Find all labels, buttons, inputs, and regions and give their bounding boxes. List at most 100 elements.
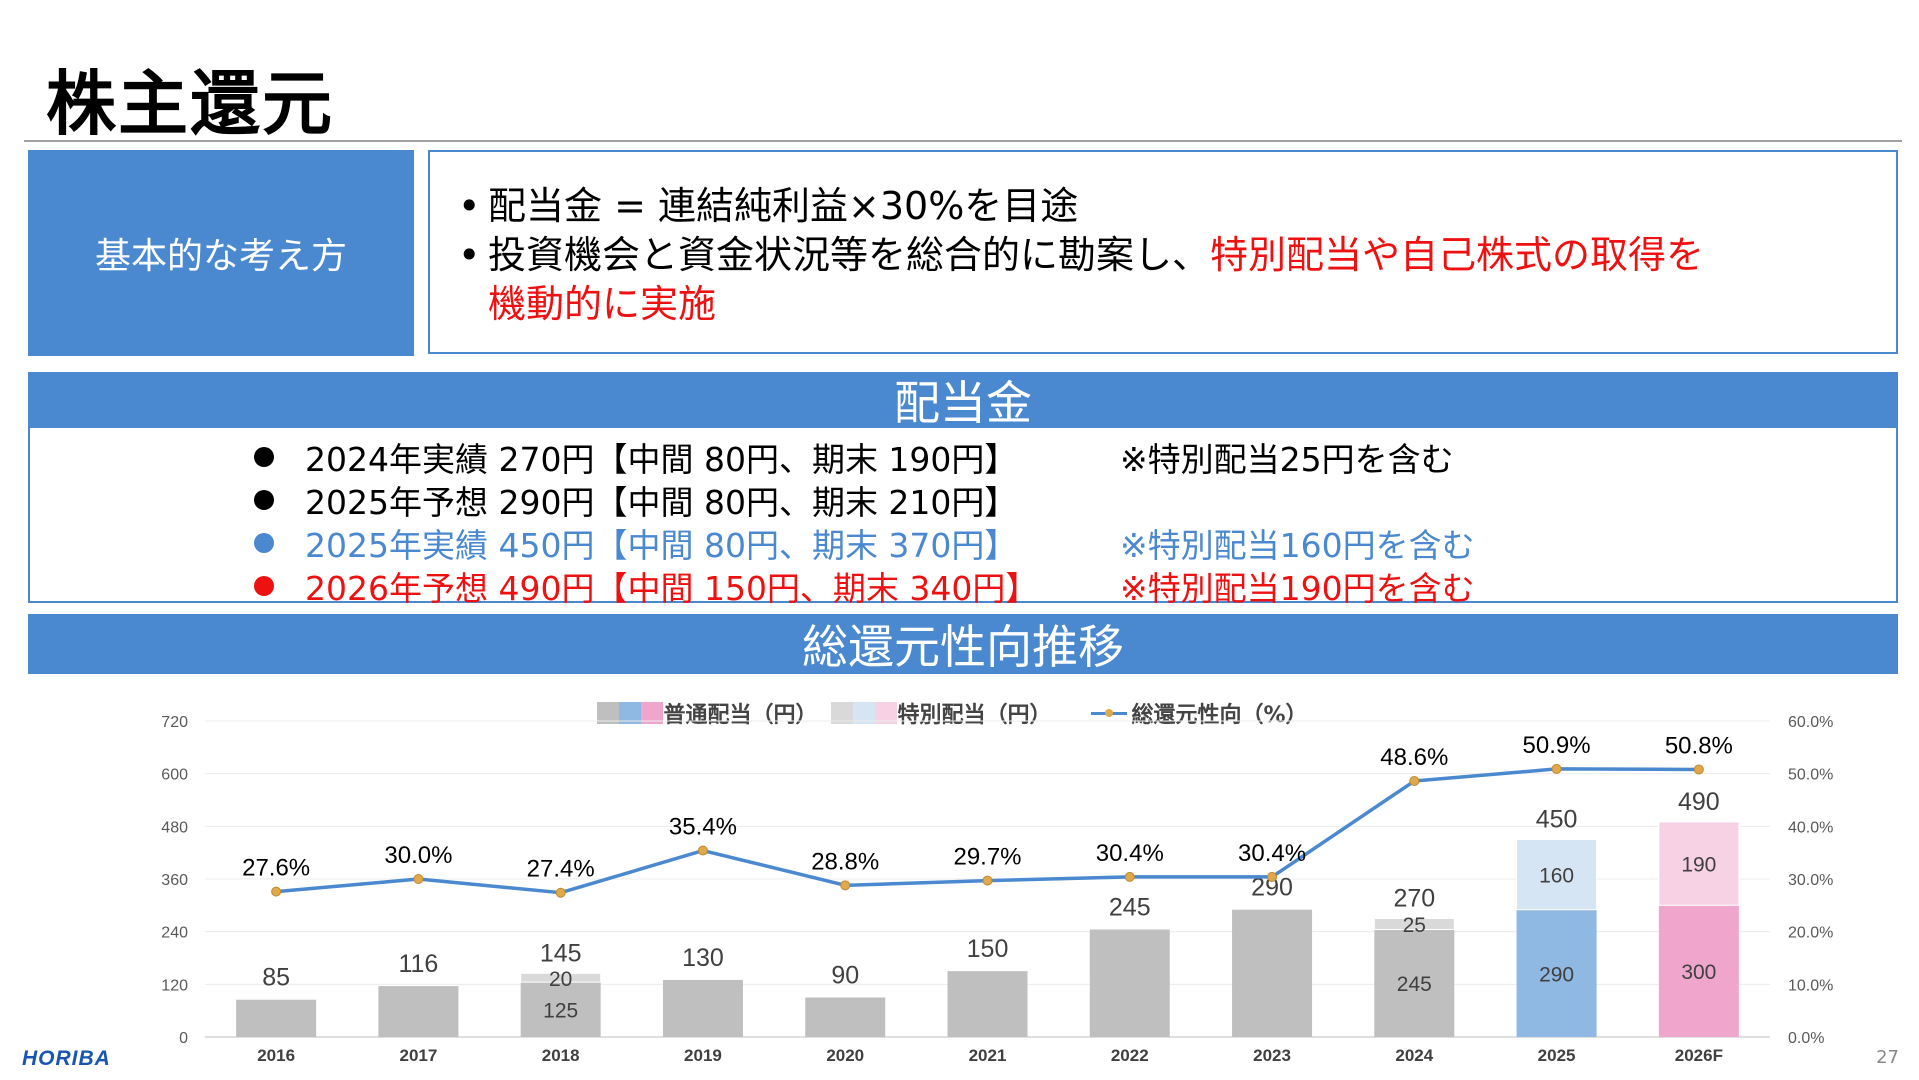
bullet-dot-icon xyxy=(254,447,274,467)
bar-normal xyxy=(378,986,459,1037)
payout-ratio-point xyxy=(982,875,993,886)
y-left-tick-label: 120 xyxy=(161,977,188,994)
legend-line-icon xyxy=(1091,708,1128,717)
bar-normal xyxy=(947,971,1028,1037)
legend-swatch-lightblue xyxy=(853,702,876,724)
bar-normal xyxy=(1658,905,1739,1037)
payout-ratio-label: 27.6% xyxy=(242,855,310,882)
bullet-dot: • xyxy=(458,233,481,277)
y-left-tick-label: 240 xyxy=(161,925,188,942)
y-right-tick-label: 60.0% xyxy=(1788,714,1833,731)
y-right-tick-label: 0.0% xyxy=(1788,1030,1824,1047)
policy-line-2: • 投資機会と資金状況等を総合的に勘案し、特別配当や自己株式の取得を 機動的に実… xyxy=(458,231,1866,329)
payout-ratio-label: 50.8% xyxy=(1665,732,1733,759)
y-left-tick-label: 360 xyxy=(161,872,188,889)
bar-normal-value: 290 xyxy=(1539,963,1574,986)
bar-total-value: 270 xyxy=(1393,885,1435,913)
x-tick-label: 2017 xyxy=(399,1046,437,1065)
y-right-tick-label: 50.0% xyxy=(1788,767,1833,784)
payout-ratio-point xyxy=(1267,871,1278,882)
dividend-row-note: ※特別配当160円を含む xyxy=(1120,526,1475,565)
bar-special-value: 190 xyxy=(1681,854,1716,877)
legend-swatch-pink xyxy=(641,702,664,724)
legend-ratio: 総還元性向（%） xyxy=(1091,697,1308,729)
legend-special: 特別配当（円） xyxy=(831,697,1051,729)
bar-total-value: 150 xyxy=(967,935,1009,963)
payout-ratio-line xyxy=(275,767,1699,895)
payout-ratio-point xyxy=(840,880,851,891)
bar-normal xyxy=(1516,909,1597,1037)
bar-normal xyxy=(662,979,743,1037)
bar-normal-value: 245 xyxy=(1397,973,1432,996)
policy-line-1-text: 配当金 = 連結純利益×30%を目途 xyxy=(488,184,1079,228)
bar-special xyxy=(520,972,602,983)
policy-line-3-highlight: 機動的に実施 xyxy=(488,282,717,326)
x-tick-label: 2026F xyxy=(1675,1046,1723,1065)
bar-normal xyxy=(1089,929,1170,1037)
payout-ratio-point xyxy=(271,886,282,897)
y-left-tick-label: 480 xyxy=(161,819,188,836)
legend-special-label: 特別配当（円） xyxy=(897,703,1052,728)
y-right-tick-label: 30.0% xyxy=(1788,872,1833,889)
dividend-banner-label: 配当金 xyxy=(894,376,1032,430)
payout-ratio-label: 50.9% xyxy=(1523,732,1591,759)
x-tick-label: 2023 xyxy=(1253,1046,1291,1065)
x-tick-label: 2020 xyxy=(826,1046,864,1065)
bar-special-value: 20 xyxy=(549,968,572,991)
y-left-tick-label: 600 xyxy=(161,767,188,784)
payout-ratio-point xyxy=(413,874,424,884)
payout-ratio-point xyxy=(697,845,708,856)
dividend-row-note: ※特別配当25円を含む xyxy=(1120,440,1454,479)
dividend-row-main: 2025年予想 290円【中間 80円、期末 210円】 xyxy=(305,483,1018,522)
dividend-row-main: 2025年実績 450円【中間 80円、期末 370円】 xyxy=(305,526,1018,565)
policy-line-2-text: 投資機会と資金状況等を総合的に勘案し、 xyxy=(488,233,1211,277)
bar-special-value: 160 xyxy=(1539,865,1574,888)
bar-special-value: 25 xyxy=(1403,914,1426,937)
page-number: 27 xyxy=(1876,1047,1899,1068)
bar-total-value: 145 xyxy=(540,939,582,967)
bar-special xyxy=(1658,821,1740,906)
dividend-list: 2024年実績 270円【中間 80円、期末 190円】 ※特別配当25円を含む… xyxy=(28,428,1898,608)
legend-swatch-gray xyxy=(597,702,620,724)
title-divider xyxy=(24,140,1902,142)
policy-label-box: 基本的な考え方 xyxy=(28,150,414,356)
dividend-row-main: 2024年実績 270円【中間 80円、期末 190円】 xyxy=(305,440,1018,479)
x-tick-label: 2018 xyxy=(542,1046,580,1065)
x-tick-label: 2019 xyxy=(684,1046,722,1065)
y-left-tick-label: 720 xyxy=(161,714,188,731)
trend-banner: 総還元性向推移 xyxy=(28,614,1898,674)
legend-normal: 普通配当（円） xyxy=(597,697,817,729)
bar-total-value: 116 xyxy=(398,950,438,978)
legend-swatch-blue xyxy=(619,702,642,724)
legend-normal-label: 普通配当（円） xyxy=(663,703,818,728)
legend-ratio-label: 総還元性向（%） xyxy=(1131,703,1308,728)
legend-swatch-lightpink xyxy=(875,702,898,724)
y-right-tick-label: 20.0% xyxy=(1788,925,1833,942)
payout-ratio-label: 48.6% xyxy=(1380,744,1448,771)
horiba-logo: HORIBA xyxy=(22,1047,111,1070)
policy-label: 基本的な考え方 xyxy=(94,236,347,277)
payout-ratio-point xyxy=(555,887,566,898)
payout-ratio-label: 30.4% xyxy=(1096,840,1164,867)
dividend-row-main: 2026年予想 490円【中間 150円、期末 340円】 xyxy=(305,569,1039,608)
payout-ratio-label: 29.7% xyxy=(953,844,1021,871)
bar-normal-value: 300 xyxy=(1681,961,1716,984)
bar-normal xyxy=(236,999,317,1037)
payout-chart: 0 120 240 360 480 600 720 0.0% 10.0% 20.0% 30.0% 40… xyxy=(161,714,1833,1065)
policy-text-box: • 配当金 = 連結純利益×30%を目途 • 投資機会と資金状況等を総合的に勘案… xyxy=(428,150,1898,354)
payout-ratio-label: 30.4% xyxy=(1238,840,1306,867)
bar-total-value: 90 xyxy=(831,962,859,990)
bar-special xyxy=(1516,839,1598,911)
payout-ratio-point xyxy=(1124,871,1135,882)
x-tick-label: 2022 xyxy=(1111,1046,1149,1065)
bullet-dot-icon xyxy=(254,576,274,596)
y-right-tick-label: 40.0% xyxy=(1788,819,1833,836)
payout-ratio-point xyxy=(1409,776,1420,787)
bullet-dot: • xyxy=(458,184,481,228)
bullet-dot-icon xyxy=(254,533,274,553)
x-tick-label: 2025 xyxy=(1538,1046,1576,1065)
bar-total-value: 85 xyxy=(262,964,290,992)
bullet-dot-icon xyxy=(254,490,274,510)
bar-normal xyxy=(805,997,886,1037)
y-left-tick-label: 0 xyxy=(179,1030,188,1047)
